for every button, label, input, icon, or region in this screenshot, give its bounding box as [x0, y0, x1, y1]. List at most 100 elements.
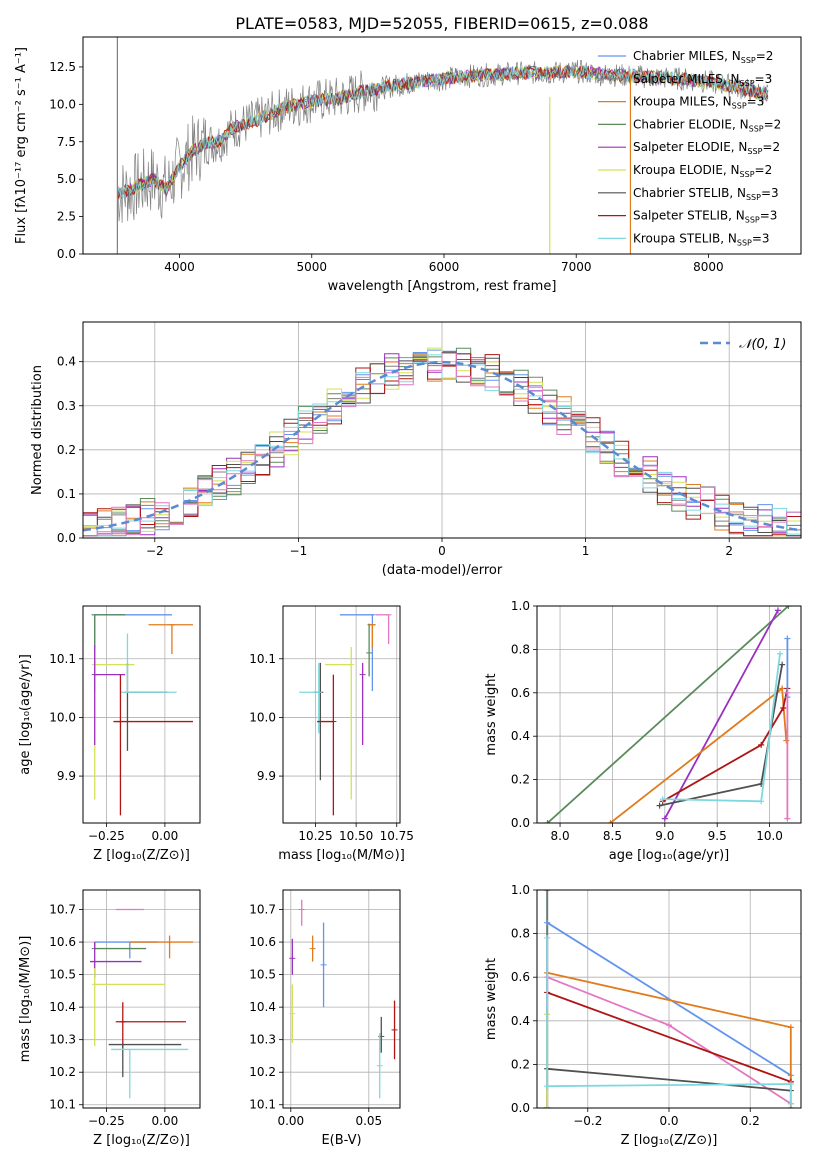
y-tick-label: 0.0 [511, 816, 530, 830]
mass-weight-marker [544, 919, 551, 926]
x-tick-label: 10.0 [756, 829, 783, 843]
mass-weight-marker [758, 798, 765, 805]
mass-weight-marker [787, 1024, 794, 1031]
mass-weight-marker [659, 796, 666, 803]
legend-label-sub: SSP [740, 79, 755, 88]
mass-weight-marker [777, 650, 784, 657]
legend-label-main: Kroupa MILES, N [633, 95, 732, 109]
y-tick-label: 0.2 [511, 1057, 530, 1071]
x-axis-label: Z [log₁₀(Z/Z⊙)] [621, 1133, 718, 1148]
x-axis-label: E(B-V) [321, 1133, 361, 1148]
y-tick-label: 10.1 [249, 652, 276, 666]
legend-label: Kroupa STELIB, NSSP=3 [633, 231, 770, 247]
y-axis-label: mass weight [484, 673, 499, 755]
mass-weight-marker [607, 820, 614, 823]
y-axis-label: Normed distribution [30, 365, 45, 495]
x-tick-label: 10.75 [380, 829, 414, 843]
y-tick-label: 10.5 [249, 968, 276, 982]
y-tick-label: 10.6 [49, 935, 76, 949]
x-axis-label: wavelength [Angstrom, rest frame] [328, 279, 557, 294]
x-axis-label: mass [log₁₀(M/M⊙)] [278, 848, 405, 863]
legend-label-value: =3 [761, 186, 779, 200]
x-tick-label: 0.0 [659, 1114, 678, 1128]
panel-massweight_vs_Z: −0.2 0.0 0.2 0.0 0.2 0.4 0.6 0.8 1.0 Z [log₁₀(Z/Z… [484, 883, 802, 1148]
mass-weight-marker [779, 661, 786, 668]
mass-weight-line [546, 938, 792, 1104]
mass-weight-marker [785, 606, 792, 609]
axes-frame [536, 605, 802, 824]
x-tick-label: 4000 [164, 260, 195, 274]
mass-weight-marker [656, 802, 663, 809]
y-axis-label: age [log₁₀(age/yr)] [18, 654, 33, 775]
y-tick-label: 10.7 [249, 903, 276, 917]
legend-label: Chabrier STELIB, NSSP=3 [633, 186, 779, 202]
y-tick-label: 10.0 [249, 710, 276, 724]
panel-mass_vs_Z: −0.25 0.00 10.1 10.2 10.3 10.4 10.5 10.6 10.7 Z [… [18, 889, 201, 1148]
y-tick-label: 2.5 [57, 210, 76, 224]
chart-title: PLATE=0583, MJD=52055, FIBERID=0615, z=0… [235, 14, 648, 33]
panel-mass_vs_ebv: 0.00 0.05 10.1 10.2 10.3 10.4 10.5 10.6 10.7 E(B-… [249, 889, 401, 1148]
y-tick-label: 10.1 [49, 652, 76, 666]
legend-label: Kroupa ELODIE, NSSP=2 [633, 163, 772, 179]
legend-label-sub: SSP [745, 216, 760, 225]
mass-weight-marker [544, 1083, 551, 1090]
mass-weight-marker [784, 635, 791, 642]
axes-frame [536, 889, 802, 1109]
legend-label-value: =2 [762, 140, 780, 154]
mass-weight-marker [774, 607, 781, 614]
legend-label-main: Chabrier ELODIE, N [633, 117, 749, 131]
legend-label-value: =2 [755, 163, 773, 177]
y-tick-label: 10.4 [49, 1000, 76, 1014]
normal-curve [83, 360, 801, 532]
y-tick-label: 0.2 [511, 773, 530, 787]
legend-label-sub: SSP [746, 193, 761, 202]
axes-frame [82, 36, 802, 255]
mass-weight-marker [544, 820, 551, 823]
legend-label-main: Chabrier STELIB, N [633, 186, 746, 200]
x-tick-label: 10.25 [298, 829, 332, 843]
y-tick-label: 0.6 [511, 970, 530, 984]
x-axis-label: Z [log₁₀(Z/Z⊙)] [93, 1133, 190, 1148]
spectrum-model-line [117, 64, 769, 198]
panel-residuals: −2 −1 0 1 2 0.0 0.1 0.2 0.3 0.4 (data-model)/error… [30, 321, 802, 578]
x-tick-label: 7000 [561, 260, 592, 274]
legend-label-sub: SSP [747, 147, 762, 156]
panel-age_vs_mass: 10.25 10.50 10.75 9.9 10.0 10.1 mass [log₁₀(M/… [249, 605, 414, 863]
x-tick-label: −0.25 [88, 1114, 125, 1128]
x-tick-label: 0.00 [152, 829, 179, 843]
legend-label-value: =3 [760, 209, 778, 223]
x-tick-label: −0.2 [573, 1114, 602, 1128]
axes-frame [82, 605, 201, 824]
x-tick-label: 8.5 [603, 829, 622, 843]
y-tick-label: 5.0 [57, 172, 76, 186]
y-tick-label: 7.5 [57, 135, 76, 149]
y-tick-label: 9.9 [57, 769, 76, 783]
y-tick-label: 10.2 [249, 1065, 276, 1079]
legend-label-main: Salpeter STELIB, N [633, 209, 745, 223]
y-tick-label: 0.2 [57, 443, 76, 457]
y-tick-label: 0.8 [511, 642, 530, 656]
plot-area [544, 606, 792, 823]
plot-area [90, 908, 193, 1099]
x-tick-label: 0.05 [355, 1114, 382, 1128]
x-tick-label: 10.50 [339, 829, 373, 843]
legend-label: Salpeter MILES, NSSP=3 [633, 72, 772, 88]
plot-area [116, 37, 769, 254]
x-tick-label: 0.00 [152, 1114, 179, 1128]
mass-weight-marker [544, 1105, 551, 1108]
y-axis-label: mass [log₁₀(M/M⊙)] [18, 936, 33, 1063]
panel-massweight_vs_age: 8.0 8.5 9.0 9.5 10.0 0.0 0.2 0.4 0.6 0.8 1.0 age [l… [484, 599, 802, 863]
y-tick-label: 10.1 [49, 1098, 76, 1112]
y-tick-label: 10.2 [49, 1065, 76, 1079]
axes-frame [82, 889, 201, 1109]
y-tick-label: 10.7 [49, 903, 76, 917]
x-tick-label: 9.5 [708, 829, 727, 843]
legend-label: Chabrier MILES, NSSP=2 [633, 49, 773, 65]
y-tick-label: 10.0 [49, 710, 76, 724]
plot-area [83, 347, 801, 537]
legend-label-value: =2 [756, 49, 774, 63]
legend-label: Chabrier ELODIE, NSSP=2 [633, 117, 781, 133]
axes-frame [82, 321, 802, 539]
x-tick-label: 0.00 [277, 1114, 304, 1128]
mass-weight-marker [666, 1022, 672, 1029]
